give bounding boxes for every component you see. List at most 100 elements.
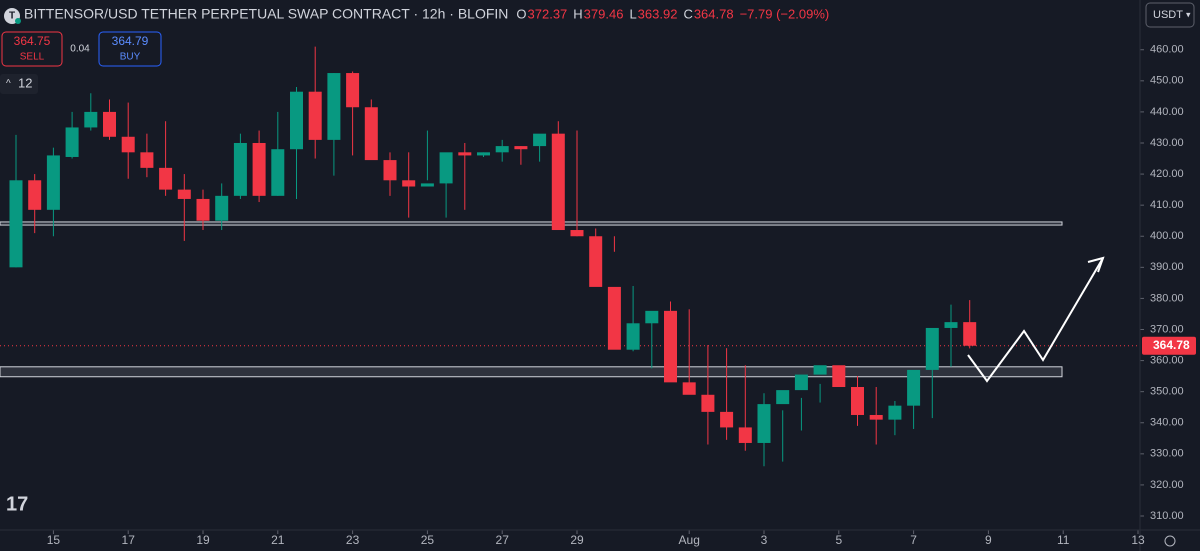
candle-body <box>271 149 285 196</box>
y-tick-label: 390.00 <box>1150 261 1184 273</box>
candle-body <box>439 152 453 184</box>
status-dot <box>15 18 21 24</box>
candle-body <box>682 382 696 395</box>
x-tick-label: 27 <box>496 533 510 547</box>
candle-body <box>888 405 902 420</box>
x-tick-label: 29 <box>570 533 584 547</box>
x-tick-label: 5 <box>835 533 842 547</box>
y-tick-label: 380.00 <box>1150 292 1184 304</box>
ohlc-key: C <box>683 6 692 21</box>
x-tick-label: 23 <box>346 533 360 547</box>
candle-body <box>907 369 921 406</box>
candle-body <box>477 152 490 156</box>
candle-body <box>851 387 864 415</box>
candle-body <box>495 146 509 153</box>
x-tick-label: 13 <box>1131 533 1145 547</box>
candle-body <box>664 310 677 383</box>
candle-body <box>140 152 154 168</box>
y-tick-label: 340.00 <box>1150 417 1184 429</box>
candle-body <box>869 414 883 420</box>
candle-body <box>159 167 173 190</box>
x-tick-label: 9 <box>985 533 992 547</box>
spread: 0.04 <box>70 44 90 55</box>
candle-body <box>925 327 939 370</box>
candle-body <box>177 189 191 199</box>
tradingview-logo: 17 <box>6 493 28 515</box>
y-tick-label: 350.00 <box>1150 386 1184 398</box>
candle-body <box>514 146 528 150</box>
candle-body <box>252 142 266 196</box>
candle-body <box>308 91 322 140</box>
candle-body <box>215 195 229 221</box>
y-tick-label: 450.00 <box>1150 75 1184 87</box>
candle-body <box>645 310 659 324</box>
x-tick-label: 7 <box>910 533 917 547</box>
dropdown-icon: ▾ <box>1186 9 1191 19</box>
settings-icon[interactable] <box>1164 535 1176 547</box>
y-tick-label: 420.00 <box>1150 168 1184 180</box>
candle-body <box>121 136 135 153</box>
candle-body <box>46 155 60 210</box>
y-tick-label: 370.00 <box>1150 323 1184 335</box>
candle-body <box>103 111 116 137</box>
candle-body <box>589 236 603 287</box>
y-tick-label: 400.00 <box>1150 230 1184 242</box>
sell-button[interactable] <box>1 31 63 67</box>
y-tick-label: 410.00 <box>1150 199 1184 211</box>
candle-body <box>196 198 210 221</box>
candle-body <box>65 127 79 157</box>
candle-body <box>794 374 808 391</box>
candle-body <box>607 286 621 350</box>
sell-label: SELL <box>20 52 45 63</box>
price-zone <box>0 366 1063 378</box>
ohlc-key: H <box>573 6 582 21</box>
candle-body <box>533 133 547 147</box>
candle-body <box>364 107 378 161</box>
candle-body <box>944 322 958 328</box>
symbol-icon-letter: T <box>9 11 15 22</box>
currency-selector[interactable] <box>1145 2 1195 28</box>
candle-body <box>84 111 98 128</box>
x-tick-label: 25 <box>421 533 435 547</box>
candle-body <box>757 404 771 443</box>
candle-body <box>626 323 640 350</box>
plot <box>0 46 1144 534</box>
ohlc-value: 372.37 <box>528 6 568 21</box>
candle-body <box>402 180 416 187</box>
candle-body <box>776 390 790 405</box>
y-tick-label: 330.00 <box>1150 448 1184 460</box>
ohlc-value: 363.92 <box>638 6 678 21</box>
indicator-count: 12 <box>18 75 32 90</box>
y-tick-label: 360.00 <box>1150 354 1184 366</box>
x-tick-label: Aug <box>679 533 700 547</box>
ohlc-header: O 372.37 H 379.46 L 363.92 C 364.78 −7.79 (−2.09… <box>516 6 829 21</box>
price-label: 364.78 <box>1153 338 1190 352</box>
indicator-toggle[interactable] <box>0 74 38 94</box>
x-tick-label: 3 <box>761 533 768 547</box>
price-zone <box>0 221 1063 226</box>
ohlc-value: 364.78 <box>694 6 734 21</box>
collapse-icon: ^ <box>6 79 11 90</box>
candle-body <box>28 180 42 210</box>
candle-body <box>963 322 977 346</box>
y-tick-label: 440.00 <box>1150 106 1184 118</box>
ohlc-key: O <box>516 6 526 21</box>
buy-button[interactable] <box>98 31 162 67</box>
ohlc-value: 379.46 <box>584 6 624 21</box>
candle-body <box>327 73 341 140</box>
sell-price: 364.75 <box>14 34 51 48</box>
change: −7.79 (−2.09%) <box>740 6 830 21</box>
price-label-bg <box>1142 336 1196 355</box>
x-tick-label: 19 <box>196 533 210 547</box>
candle-body <box>551 133 565 231</box>
candle-body <box>720 411 734 428</box>
candle-body <box>9 180 23 268</box>
candle-body <box>233 142 247 196</box>
y-tick-label: 320.00 <box>1150 479 1184 491</box>
x-tick-label: 15 <box>47 533 61 547</box>
candle-body <box>813 365 827 375</box>
y-tick-label: 430.00 <box>1150 137 1184 149</box>
candle-body <box>383 160 397 181</box>
buy-label: BUY <box>120 52 141 63</box>
x-tick-label: 21 <box>271 533 285 547</box>
